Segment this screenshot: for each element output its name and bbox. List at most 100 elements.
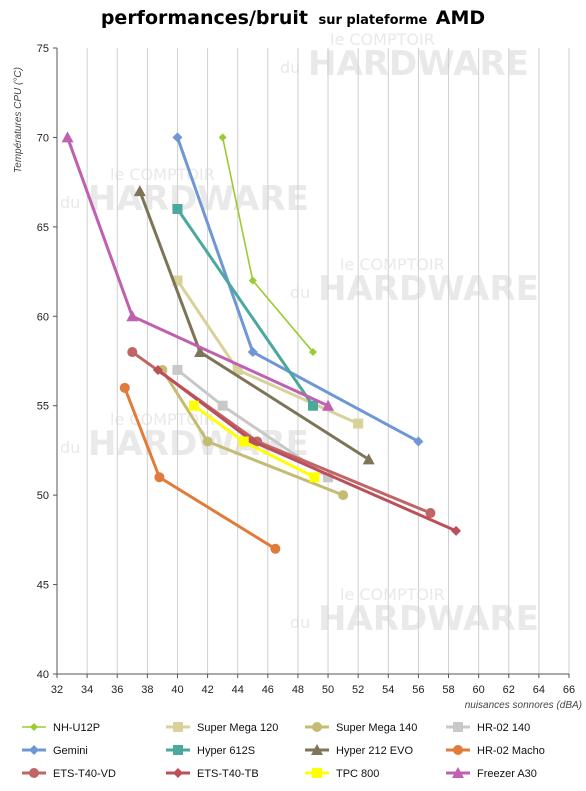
- legend-swatch-marker: [311, 744, 323, 755]
- x-tick-label: 64: [533, 684, 545, 696]
- data-point: [451, 525, 462, 536]
- data-point: [202, 436, 213, 447]
- legend-item: Hyper 212 EVO: [305, 744, 413, 757]
- x-tick-label: 44: [232, 684, 244, 696]
- watermark-text: du: [290, 613, 310, 632]
- data-point: [248, 276, 257, 285]
- y-tick-label: 45: [37, 580, 49, 592]
- data-point: [189, 400, 200, 411]
- data-point: [126, 310, 139, 322]
- y-tick-label: 70: [37, 132, 49, 144]
- series-hyper-212-evo: [133, 185, 375, 465]
- watermark-text: du: [280, 58, 300, 77]
- y-axis-label: Températures CPU (°C): [13, 67, 24, 173]
- data-point: [247, 347, 258, 358]
- data-point: [309, 348, 317, 357]
- legend-item: Freezer A30: [446, 767, 537, 780]
- x-tick-label: 34: [81, 684, 93, 696]
- series-hyper-612s: [172, 203, 318, 411]
- legend-label: Hyper 212 EVO: [336, 745, 413, 757]
- y-tick-label: 55: [37, 401, 49, 413]
- data-point: [413, 436, 424, 447]
- data-point: [172, 132, 183, 143]
- data-point: [172, 275, 183, 286]
- series-layer: [61, 131, 462, 554]
- legend-label: HR-02 140: [477, 722, 530, 734]
- x-tick-label: 62: [503, 684, 515, 696]
- data-point: [362, 453, 375, 465]
- series-gemini: [172, 132, 424, 447]
- legend-item: TPC 800: [305, 768, 379, 780]
- data-point: [270, 543, 281, 554]
- plot-area: 40 45 50 55 60 65 70 75 32 34 36 38 40 42 44 46 48 50 52 54…: [37, 43, 575, 696]
- legend-swatch-marker: [312, 768, 322, 778]
- data-point: [322, 399, 335, 411]
- axes: [53, 47, 570, 678]
- series-tpc-800: [189, 400, 320, 483]
- x-tick-label: 54: [382, 684, 394, 696]
- legend-swatch-marker: [29, 745, 39, 755]
- x-tick-label: 58: [442, 684, 454, 696]
- data-point: [218, 133, 227, 142]
- series-ets-t40-tb: [152, 364, 462, 536]
- y-tick-label: 60: [37, 311, 49, 323]
- legend-swatch-marker: [453, 722, 463, 732]
- watermark-text: du: [60, 438, 80, 457]
- watermark-text: HARDWARE: [318, 269, 539, 309]
- legend-swatch-marker: [452, 767, 464, 778]
- legend-label: Super Mega 120: [197, 722, 278, 734]
- title-middle: sur plateforme: [318, 13, 427, 28]
- x-axis-label: nuisances sonnores (dBA): [465, 700, 582, 711]
- legend-label: NH-U12P: [53, 722, 100, 734]
- y-tick-label: 75: [37, 43, 49, 55]
- series-line: [176, 208, 315, 407]
- data-point: [353, 418, 364, 429]
- legend-item: ETS-T40-VD: [22, 768, 116, 780]
- y-tick-label: 40: [37, 669, 49, 681]
- data-point: [309, 472, 320, 483]
- legend-item: Super Mega 140: [305, 722, 417, 734]
- legend: NH-U12P Super Mega 120 Super Mega 140 HR-02…: [22, 722, 545, 780]
- y-tick-label: 65: [37, 222, 49, 234]
- series-super-mega-120: [172, 275, 364, 429]
- x-tick-label: 32: [51, 684, 63, 696]
- legend-item: Hyper 612S: [166, 745, 255, 757]
- series-hr-02-macho: [119, 382, 281, 554]
- data-point: [61, 131, 74, 143]
- x-tick-label: 48: [292, 684, 304, 696]
- legend-label: HR-02 Macho: [477, 745, 545, 757]
- legend-swatch-marker: [453, 745, 463, 755]
- data-point: [154, 472, 165, 483]
- data-point: [172, 364, 183, 375]
- data-point: [152, 364, 163, 375]
- legend-label: TPC 800: [336, 768, 379, 780]
- x-tick-label: 66: [563, 684, 575, 696]
- data-point: [172, 203, 183, 214]
- x-tick-label: 46: [262, 684, 274, 696]
- x-tick-label: 52: [352, 684, 364, 696]
- x-tick-label: 56: [412, 684, 424, 696]
- x-tick-label: 50: [322, 684, 334, 696]
- y-tick-label: 50: [37, 490, 49, 502]
- legend-swatch-marker: [173, 722, 183, 732]
- data-point: [127, 347, 138, 358]
- legend-label: ETS-T40-VD: [53, 768, 116, 780]
- x-tick-label: 38: [141, 684, 153, 696]
- title-main: performances/bruit: [101, 7, 308, 29]
- watermark-text: HARDWARE: [318, 599, 539, 639]
- legend-swatch-marker: [173, 745, 183, 755]
- data-point: [194, 346, 207, 358]
- data-point: [323, 472, 334, 483]
- legend-label: Gemini: [53, 745, 88, 757]
- series-freezer-a30: [61, 131, 335, 411]
- x-tick-label: 60: [473, 684, 485, 696]
- legend-item: ETS-T40-TB: [166, 768, 259, 780]
- chart-title: performances/bruit sur plateforme AMD: [101, 7, 485, 29]
- grid-lines: [56, 48, 570, 674]
- legend-label: Freezer A30: [477, 768, 537, 780]
- x-tick-label: 42: [201, 684, 213, 696]
- legend-swatch-marker: [29, 768, 39, 778]
- legend-item: Super Mega 120: [166, 722, 278, 734]
- title-end: AMD: [436, 7, 485, 29]
